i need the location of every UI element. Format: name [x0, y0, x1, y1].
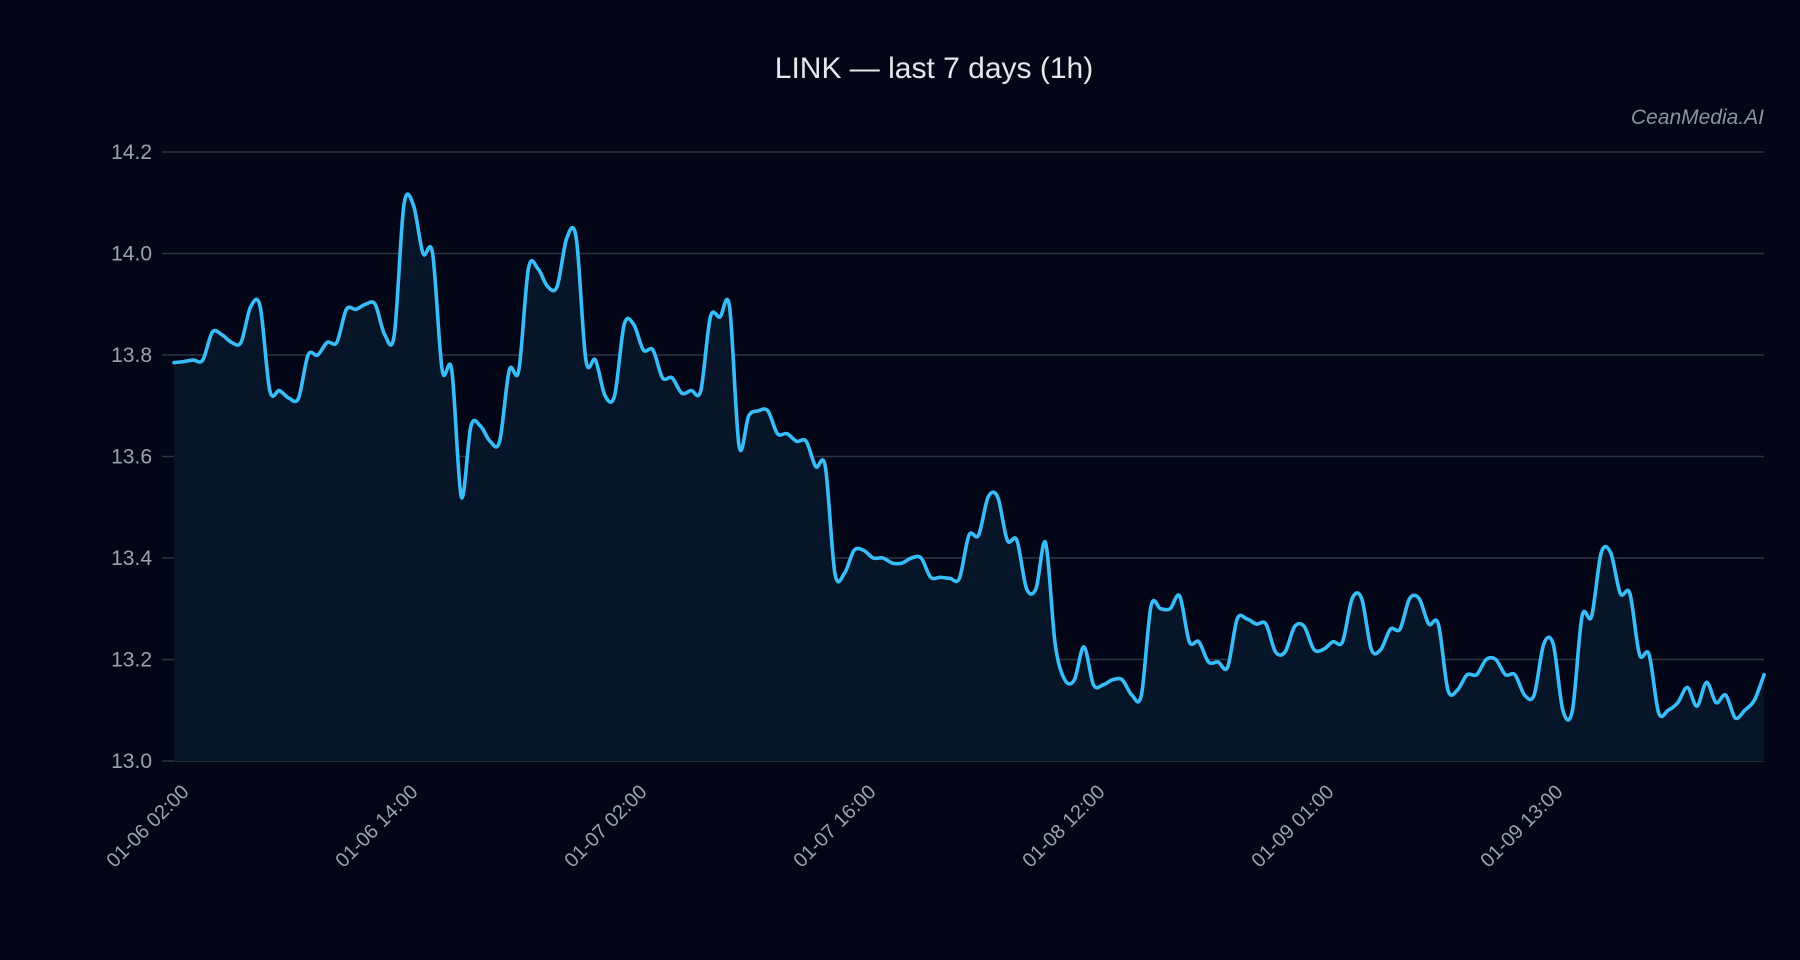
y-tick-label: 14.0	[111, 243, 152, 266]
chart-title: LINK — last 7 days (1h)	[774, 52, 1094, 85]
x-tick-label: 01-06 14:00	[331, 781, 422, 872]
x-tick-label: 01-07 02:00	[560, 781, 651, 872]
x-tick-label: 01-08 12:00	[1018, 781, 1109, 872]
y-axis: 13.0 13.2 13.4 13.6 13.8 14.0 14.2	[111, 141, 152, 773]
y-tick-label: 14.2	[111, 141, 152, 164]
y-tick-label: 13.0	[111, 750, 152, 773]
y-tick-label: 13.2	[111, 649, 152, 672]
x-tick-label: 01-06 02:00	[102, 781, 193, 872]
y-tick-label: 13.4	[111, 547, 152, 570]
x-tick-label: 01-09 01:00	[1247, 781, 1338, 872]
x-tick-label: 01-07 16:00	[789, 781, 880, 872]
x-tick-label: 01-09 13:00	[1476, 781, 1567, 872]
x-axis: 01-06 02:00 01-06 14:00 01-07 02:00 01-07 1…	[102, 781, 1567, 872]
y-tick-label: 13.6	[111, 446, 152, 469]
price-line	[172, 192, 1766, 722]
watermark: CeanMedia.AI	[1630, 106, 1764, 129]
area-fill	[174, 194, 1764, 762]
y-tick-label: 13.8	[111, 344, 152, 367]
